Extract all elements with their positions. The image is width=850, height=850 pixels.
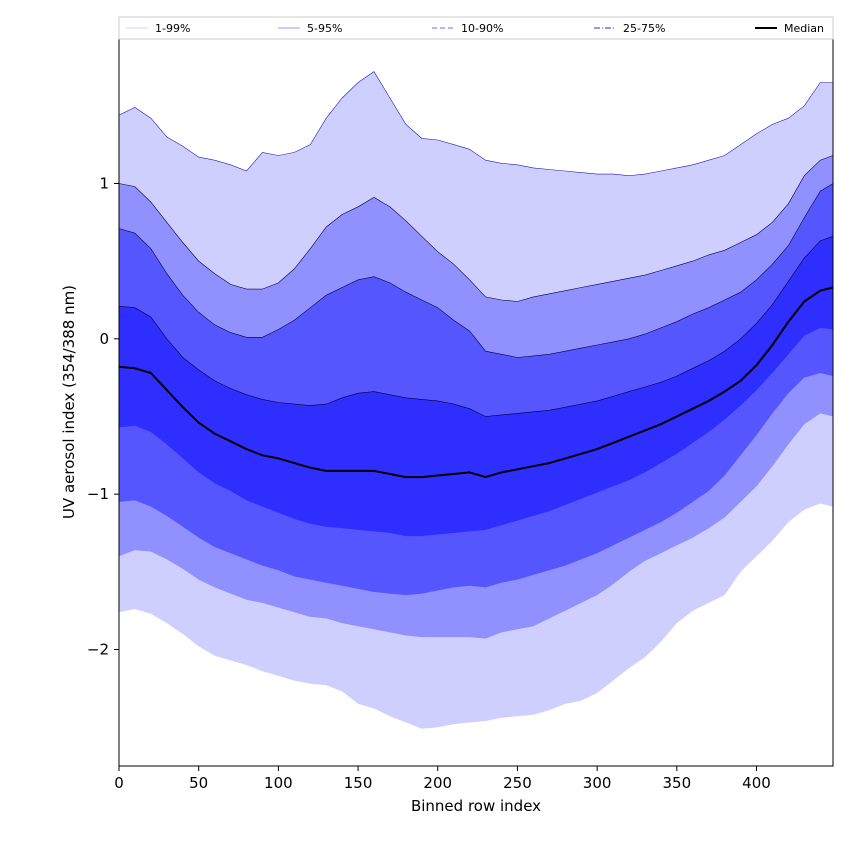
legend-label-1-99: 1-99%	[155, 22, 190, 35]
x-tick-label: 250	[503, 774, 532, 792]
x-tick-label: 400	[742, 774, 771, 792]
band-upper-edge-25-75	[118, 236, 834, 417]
x-tick-label: 200	[423, 774, 452, 792]
legend-frame	[118, 16, 834, 40]
band-area-25-75	[119, 236, 833, 537]
x-tick-label: 350	[662, 774, 691, 792]
plot-areas	[119, 71, 833, 729]
x-axis-label: Binned row index	[411, 797, 541, 815]
legend-label-25-75: 25-75%	[623, 22, 665, 35]
x-tick-label: 150	[344, 774, 373, 792]
y-axis: 1 0 −1 −2	[87, 174, 119, 658]
x-tick-label: 100	[264, 774, 293, 792]
legend: 1-99% 5-95% 10-90% 25-75% Median	[118, 16, 834, 40]
legend-label-10-90: 10-90%	[461, 22, 503, 35]
x-tick-label: 50	[189, 774, 208, 792]
plot-lines	[118, 71, 834, 479]
x-tick-label: 300	[583, 774, 612, 792]
band-upper-edge-1-99	[118, 71, 833, 177]
legend-label-5-95: 5-95%	[307, 22, 342, 35]
band-upper-edge-10-90	[118, 183, 834, 358]
y-axis-label: UV aerosol index (354/388 nm)	[60, 285, 78, 519]
x-axis: 0 50 100 150 200 250 300 350 400	[114, 766, 771, 792]
x-tick-label: 0	[114, 774, 124, 792]
series-line-median	[118, 286, 834, 479]
y-tick-label: −2	[87, 640, 109, 658]
y-tick-label: 1	[99, 174, 109, 192]
legend-label-median: Median	[784, 22, 824, 35]
y-tick-label: −1	[87, 485, 109, 503]
y-tick-label: 0	[99, 330, 109, 348]
band-upper-edge-5-95	[118, 155, 834, 302]
